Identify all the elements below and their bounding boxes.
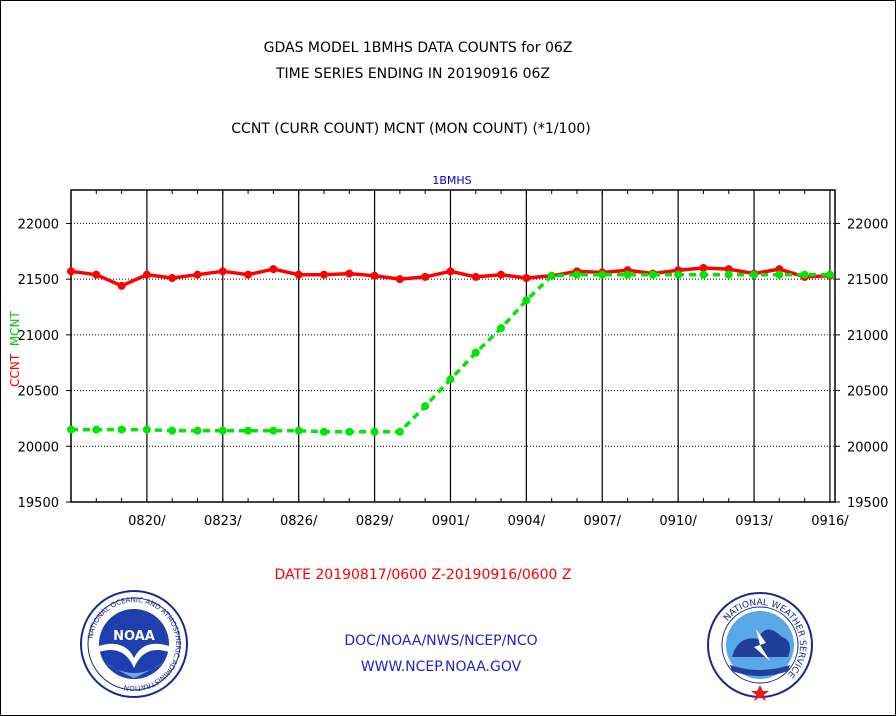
y-tick-label-right: 22000 [847, 217, 888, 232]
x-tick-label: 0826/ [280, 514, 318, 529]
data-point-ccnt [319, 270, 328, 279]
data-point-mcnt [142, 425, 151, 434]
data-point-mcnt [67, 425, 75, 434]
data-point-ccnt [67, 267, 75, 276]
y-tick-label-left: 21000 [18, 329, 59, 344]
y-tick-label-left: 22000 [18, 217, 59, 232]
data-point-ccnt [497, 270, 506, 279]
org-line: DOC/NOAA/NWS/NCEP/NCO [344, 633, 537, 649]
data-point-ccnt [193, 270, 202, 279]
data-point-mcnt [800, 270, 809, 279]
title-line-1: GDAS MODEL 1BMHS DATA COUNTS for 06Z [264, 40, 573, 56]
data-point-mcnt [648, 270, 657, 279]
data-point-mcnt [244, 426, 253, 435]
data-point-mcnt [522, 296, 531, 305]
data-point-mcnt [471, 348, 480, 357]
y-axis-label: CCNT MCNT [8, 310, 22, 386]
plot-area: 19500 19500 20000 20000 20500 20500 21000 21000… [18, 189, 888, 529]
svg-text:CCNT MCNT: CCNT MCNT [8, 310, 22, 386]
data-point-mcnt [319, 427, 328, 436]
data-point-ccnt [294, 270, 303, 279]
data-point-mcnt [218, 426, 227, 435]
title-line-2: TIME SERIES ENDING IN 20190916 06Z [275, 66, 550, 82]
data-point-mcnt [825, 270, 834, 279]
plot-title: 1BMHS [432, 174, 471, 187]
y-tick-label-left: 19500 [18, 496, 59, 511]
y-tick-label-left: 21500 [18, 273, 59, 288]
x-tick-label: 0820/ [128, 514, 166, 529]
data-point-mcnt [699, 270, 708, 279]
data-point-ccnt [370, 271, 379, 280]
y-label-mcnt: MCNT [8, 310, 22, 346]
data-point-ccnt [775, 265, 784, 274]
data-point-ccnt [421, 272, 430, 281]
website-url: WWW.NCEP.NOAA.GOV [361, 659, 522, 675]
data-point-ccnt [269, 265, 278, 274]
subtitle: CCNT (CURR COUNT) MCNT (MON COUNT) (*1/1… [231, 121, 590, 137]
data-point-ccnt [345, 269, 354, 278]
data-point-mcnt [775, 270, 784, 279]
data-point-ccnt [522, 274, 531, 283]
x-tick-label: 0913/ [735, 514, 773, 529]
y-tick-label-right: 19500 [847, 496, 888, 511]
y-label-ccnt: CCNT [8, 353, 22, 387]
data-point-ccnt [724, 265, 733, 274]
noaa-logo-text: NOAA [113, 629, 155, 644]
data-point-ccnt [699, 264, 708, 272]
data-point-ccnt [168, 274, 177, 283]
date-range: DATE 20190817/0600 Z-20190916/0600 Z [275, 567, 572, 583]
data-point-mcnt [370, 427, 379, 436]
data-point-mcnt [446, 375, 455, 384]
x-tick-label: 0829/ [356, 514, 394, 529]
y-tick-label-right: 20000 [847, 440, 888, 455]
y-tick-label-right: 21500 [847, 273, 888, 288]
data-point-mcnt [345, 427, 354, 436]
data-point-mcnt [724, 270, 733, 279]
x-tick-label: 0901/ [432, 514, 470, 529]
x-tick-label: 0823/ [204, 514, 242, 529]
data-point-ccnt [142, 270, 151, 279]
y-tick-label-left: 20500 [18, 385, 59, 400]
plot-frame [70, 189, 836, 503]
x-tick-label: 0910/ [659, 514, 697, 529]
data-point-mcnt [269, 426, 278, 435]
data-point-ccnt [92, 270, 101, 279]
x-tick-label: 0916/ [811, 514, 849, 529]
data-point-mcnt [547, 271, 556, 280]
nws-logo: NATIONAL WEATHER SERVICE [707, 592, 813, 701]
data-point-mcnt [674, 270, 683, 279]
y-tick-label-right: 21000 [847, 329, 888, 344]
y-tick-label-right: 20500 [847, 385, 888, 400]
data-point-mcnt [750, 270, 759, 279]
data-point-mcnt [623, 270, 632, 279]
data-point-ccnt [446, 267, 455, 276]
data-point-mcnt [497, 324, 506, 333]
y-tick-label-left: 20000 [18, 440, 59, 455]
noaa-logo: NATIONAL OCEANIC AND ATMOSPHERIC ADMINIS… [80, 590, 188, 698]
data-point-ccnt [117, 281, 126, 290]
data-point-ccnt [471, 272, 480, 281]
data-point-mcnt [294, 426, 303, 435]
data-point-mcnt [421, 402, 430, 411]
data-point-ccnt [218, 267, 227, 276]
data-point-mcnt [92, 425, 101, 434]
x-tick-label: 0907/ [584, 514, 622, 529]
data-point-mcnt [395, 427, 404, 436]
data-point-ccnt [395, 275, 404, 284]
data-point-ccnt [244, 270, 253, 279]
data-point-mcnt [168, 426, 177, 435]
data-point-mcnt [572, 270, 581, 279]
data-point-mcnt [193, 426, 202, 435]
data-point-mcnt [117, 425, 126, 434]
data-point-mcnt [598, 270, 607, 279]
x-tick-label: 0904/ [508, 514, 546, 529]
